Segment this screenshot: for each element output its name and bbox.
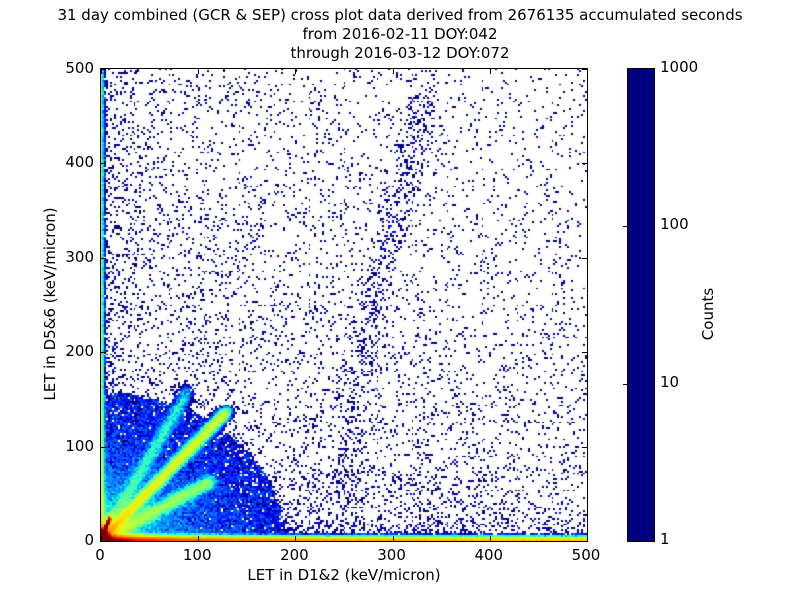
x-axis-tick xyxy=(198,536,200,541)
y-axis-tick-label: 200 xyxy=(65,342,94,361)
y-axis-tick xyxy=(582,163,587,165)
y-axis-tick xyxy=(101,446,106,448)
y-axis-tick xyxy=(582,352,587,354)
y-axis-tick xyxy=(101,257,106,259)
y-axis-tick xyxy=(582,541,587,542)
y-axis-tick xyxy=(582,257,587,259)
colorbar-gradient xyxy=(628,69,654,541)
y-axis-tick-label: 300 xyxy=(65,247,94,266)
colorbar-tick-label: 1000 xyxy=(660,58,699,76)
title-line-3: through 2016-03-12 DOY:072 xyxy=(290,44,510,62)
colorbar-label: Counts xyxy=(699,287,717,341)
y-axis-tick xyxy=(101,69,106,70)
plot-area xyxy=(100,68,588,542)
y-axis-label: LET in D5&6 (keV/micron) xyxy=(41,207,59,401)
scatter-plot-canvas xyxy=(101,69,587,541)
x-axis-tick xyxy=(392,536,394,541)
x-axis-tick xyxy=(587,69,588,74)
y-axis-tick-label: 100 xyxy=(65,436,94,455)
x-axis-tick xyxy=(489,69,491,74)
colorbar-tick-label: 10 xyxy=(660,372,680,391)
y-axis-tick-label: 0 xyxy=(84,531,94,549)
y-axis-tick xyxy=(101,541,106,542)
title-line-2: from 2016-02-11 DOY:042 xyxy=(302,25,498,43)
y-axis-tick-label: 400 xyxy=(65,153,94,172)
y-axis-tick-label: 500 xyxy=(65,59,94,77)
x-axis-tick-label: 500 xyxy=(571,546,601,564)
x-axis-tick xyxy=(489,536,491,541)
x-axis-tick xyxy=(295,69,297,74)
x-axis-label: LET in D1&2 (keV/micron) xyxy=(247,566,441,584)
title-line-1: 31 day combined (GCR & SEP) cross plot d… xyxy=(57,6,743,24)
x-axis-tick xyxy=(101,69,102,74)
y-axis-tick xyxy=(101,163,106,165)
colorbar-tick xyxy=(623,383,628,385)
y-axis-tick xyxy=(582,69,587,70)
x-axis-tick xyxy=(392,69,394,74)
x-axis-tick xyxy=(101,536,102,541)
x-axis-tick xyxy=(295,536,297,541)
plot-title: 31 day combined (GCR & SEP) cross plot d… xyxy=(0,6,800,63)
x-axis-tick-label: 200 xyxy=(280,546,309,564)
x-axis-tick-label: 400 xyxy=(474,546,504,564)
colorbar xyxy=(623,68,655,542)
x-axis-tick-label: 300 xyxy=(377,546,406,564)
colorbar-tick-label: 1 xyxy=(660,530,670,548)
colorbar-tick-label: 100 xyxy=(660,215,689,234)
x-axis-tick xyxy=(198,69,200,74)
y-axis-tick xyxy=(101,352,106,354)
colorbar-tick xyxy=(623,226,628,228)
x-axis-tick-label: 100 xyxy=(182,546,212,564)
x-axis-tick-label: 0 xyxy=(95,546,105,564)
y-axis-tick xyxy=(582,446,587,448)
x-axis-tick xyxy=(587,536,588,541)
